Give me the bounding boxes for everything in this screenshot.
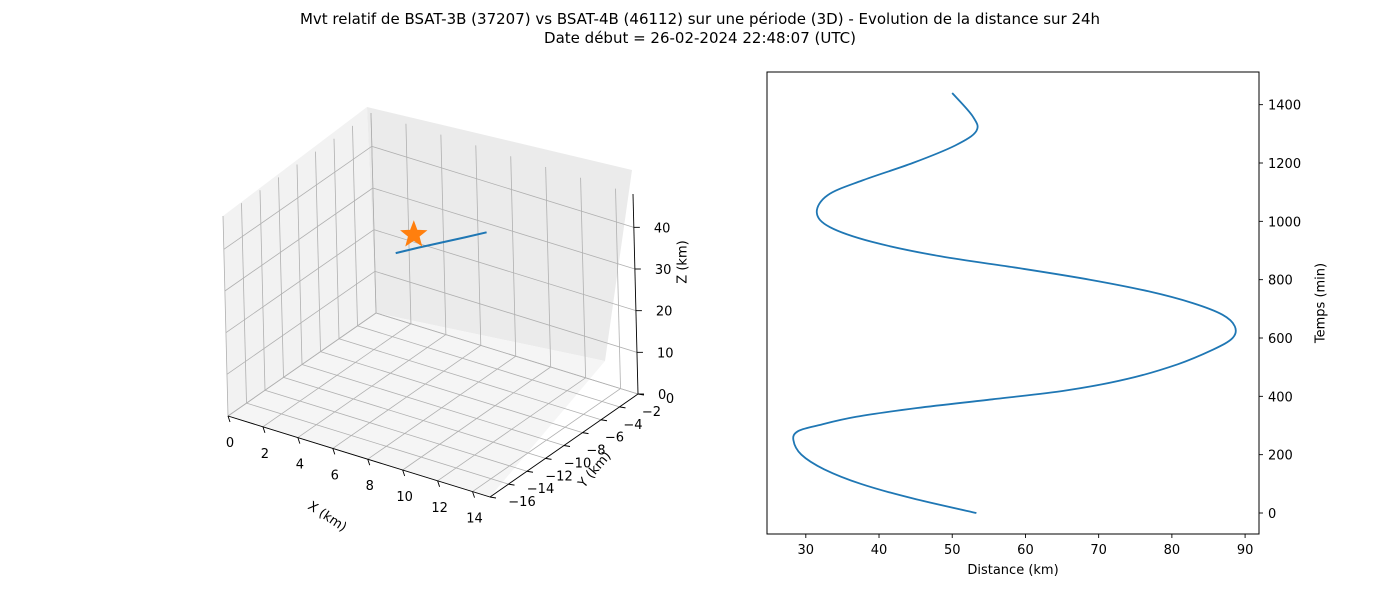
y-tick-label-3d: −10 (564, 456, 591, 471)
x-tick-label-3d: 8 (366, 479, 374, 494)
x-tick-label: 40 (871, 543, 888, 558)
plot-frame (766, 71, 1260, 535)
y-tick-label-3d: −2 (642, 405, 661, 420)
gridline-z-left (224, 187, 374, 292)
y-tick-label: 1000 (1268, 215, 1301, 230)
z-tick-label-3d: 10 (657, 346, 674, 361)
y-tick-label-3d: 0 (666, 392, 674, 407)
gridline-y-floor (246, 402, 509, 485)
gridline-y-floor (338, 338, 602, 421)
x-tick-mark-3d (227, 415, 231, 423)
y-tick-mark-3d (600, 419, 608, 422)
z-axis-label-3d: Z (km) (676, 240, 691, 283)
y-tick-mark-3d (545, 457, 552, 460)
y-tick-mark-3d (508, 483, 515, 486)
y-tick-label: 1400 (1268, 99, 1301, 114)
gridline-z-left (227, 312, 377, 417)
y-axis-label: Temps (min) (1314, 263, 1329, 344)
y-tick-label-3d: −4 (623, 418, 642, 433)
z-tick-label-3d: 40 (654, 221, 671, 236)
y-tick-label: 1200 (1268, 157, 1301, 172)
x-tick-label: 90 (1237, 543, 1254, 558)
plot-3d: 0 2 4 6 8 10 12 14 0 −2−4−6−8−10−12−14−16 0 10 20 30 4… (222, 107, 691, 535)
gridline-y-floor (283, 376, 546, 459)
x-tick-label-3d: 2 (261, 447, 269, 462)
x-tick-mark-3d (472, 491, 475, 498)
z-axis-line-3d (632, 193, 639, 395)
pane-floor (228, 313, 605, 497)
y-tick-label-3d: −6 (605, 431, 624, 446)
gridline-z-left (226, 271, 376, 375)
gridline-y-floor (357, 325, 620, 408)
z-tick-label-3d: 0 (658, 388, 666, 403)
x-axis-label-3d: X (km) (305, 499, 349, 535)
x-axis-line-3d (227, 415, 491, 498)
start-star-marker (400, 220, 428, 247)
x-tick-label: 80 (1164, 543, 1181, 558)
gridline-z-back (375, 312, 639, 395)
gridline-y-floor (264, 389, 528, 472)
figure-subtitle: Date début = 26-02-2024 22:48:07 (UTC) (544, 29, 856, 47)
x-tick-mark-3d (297, 437, 301, 444)
x-tick-label-3d: 12 (431, 501, 448, 516)
gridline-z-back (374, 270, 638, 353)
y-tick-label-3d: −14 (527, 482, 554, 497)
y-tick-mark-3d (619, 406, 626, 409)
x-tick-mark-3d (402, 469, 406, 477)
distance-curve (792, 92, 1237, 514)
x-tick-label-3d: 6 (331, 468, 339, 483)
y-tick-label-3d: −12 (545, 469, 572, 484)
gridline-z-left (223, 146, 373, 250)
x-tick-mark-3d (367, 459, 371, 466)
y-tick-mark-3d (582, 432, 589, 435)
x-axis-label: Distance (km) (967, 563, 1058, 578)
y-tick-label: 600 (1268, 332, 1293, 347)
x-tick-mark-3d (332, 448, 336, 455)
gridline-z-back (372, 187, 635, 270)
gridline-y-floor (301, 364, 565, 446)
x-tick-label-3d: 4 (296, 458, 304, 473)
x-tick-label-3d: 0 (226, 436, 234, 451)
figure-title: Mvt relatif de BSAT-3B (37207) vs BSAT-4… (299, 10, 1101, 28)
gridline-z-left (225, 229, 375, 333)
y-tick-label: 400 (1268, 390, 1293, 405)
x-tick-label: 70 (1090, 543, 1107, 558)
x-tick-mark-3d (437, 480, 441, 487)
gridline-z-back (371, 145, 634, 228)
plot-2d: 30 40 50 60 70 80 900200400600800100012001400 … (766, 71, 1329, 578)
x-tick-label: 30 (798, 543, 815, 558)
y-tick-label-3d: −8 (586, 444, 605, 459)
z-tick-label-3d: 30 (655, 263, 672, 278)
ticks-3d: 0 2 4 6 8 10 12 14 0 −2−4−6−8−10−12−14−16 0 10 20 30 4… (226, 221, 674, 526)
y-tick-mark-3d (489, 496, 497, 499)
pane-back (367, 107, 632, 361)
z-tick-label-3d: 20 (656, 305, 673, 320)
x-tick-label: 50 (944, 543, 961, 558)
x-tick-label: 60 (1017, 543, 1034, 558)
gridline-y-floor (320, 351, 583, 434)
y-tick-label: 800 (1268, 274, 1293, 289)
x-tick-label-3d: 10 (396, 490, 413, 505)
y-tick-mark-3d (563, 445, 571, 447)
y-tick-mark-3d (526, 470, 534, 473)
x-tick-label-3d: 14 (466, 512, 483, 527)
y-tick-label: 200 (1268, 449, 1293, 464)
ticks-2d: 30 40 50 60 70 80 90 0 200 400 600 800 1000 1200 1400 (798, 99, 1302, 558)
trajectory-line (395, 231, 487, 255)
x-tick-mark-3d (262, 426, 266, 433)
y-tick-label: 0 (1268, 507, 1276, 522)
y-tick-label-3d: −16 (508, 495, 535, 510)
